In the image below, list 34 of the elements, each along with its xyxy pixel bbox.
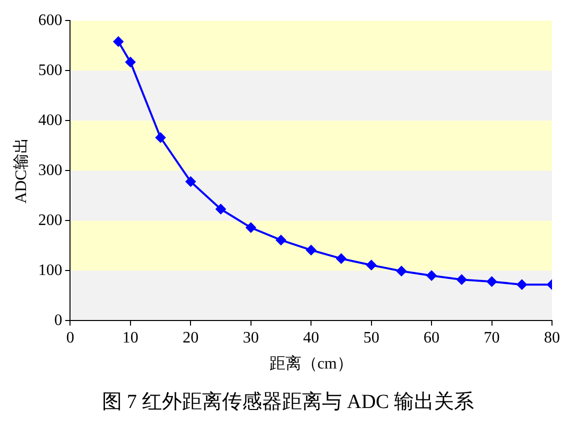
x-tick-label: 40 [303, 329, 320, 346]
x-tick-label: 80 [544, 329, 560, 346]
point [456, 274, 467, 285]
point [426, 270, 437, 281]
y-axis-title: ADC输出 [12, 138, 30, 204]
point [516, 280, 527, 290]
y-tick-label: 100 [38, 262, 62, 279]
y-tick-label: 0 [54, 312, 62, 329]
point [366, 260, 376, 270]
point [125, 57, 136, 68]
point [113, 36, 124, 47]
y-tick-label: 400 [38, 112, 62, 129]
y-tick-label: 500 [38, 62, 62, 79]
point [336, 254, 346, 264]
x-tick-label: 20 [182, 329, 199, 346]
x-tick-label: 0 [66, 329, 74, 346]
point [156, 132, 166, 143]
point [216, 204, 226, 214]
x-tick-label: 30 [242, 329, 259, 346]
y-tick-label: 200 [38, 212, 62, 229]
point [186, 176, 196, 187]
point [246, 222, 256, 233]
x-tick-label: 60 [424, 329, 440, 346]
x-axis-title: 距离（cm） [269, 354, 353, 373]
y-tick-label: 300 [38, 162, 62, 179]
point [396, 266, 406, 276]
text: 图 7 红外距离传感器距离与 ADC 输出关系 [100, 390, 476, 415]
point [306, 245, 316, 256]
x-tick-label: 10 [122, 329, 138, 346]
point [486, 276, 497, 287]
x-tick-label: 70 [484, 329, 500, 346]
x-tick-label: 50 [363, 329, 380, 346]
point [276, 235, 286, 246]
y-tick-label: 600 [38, 12, 62, 29]
